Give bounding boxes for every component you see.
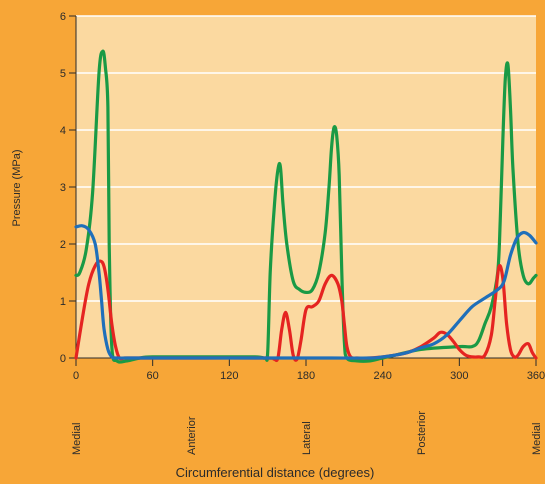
y-tick-label: 4 xyxy=(60,125,66,137)
x-tick-label: 300 xyxy=(450,370,468,382)
anatomy-labels: Medial Anterior Lateral Posterior Medial xyxy=(71,411,543,455)
series-line-green xyxy=(74,49,538,364)
x-tick-label: 180 xyxy=(297,370,315,382)
anatomy-label: Posterior xyxy=(416,411,428,455)
x-tick-label: 360 xyxy=(527,370,545,382)
anatomy-label: Lateral xyxy=(301,421,313,455)
anatomy-label: Medial xyxy=(531,423,543,455)
x-axis: 0 60 120 180 240 300 360 xyxy=(73,357,545,382)
y-tick-label: 1 xyxy=(60,296,66,308)
y-tick-label: 2 xyxy=(60,239,66,251)
series-group xyxy=(74,49,538,364)
anatomy-label: Anterior xyxy=(186,416,198,455)
y-tick-label: 0 xyxy=(60,353,66,365)
y-tick-label: 5 xyxy=(60,68,66,80)
x-tick-label: 120 xyxy=(220,370,238,382)
y-tick-label: 6 xyxy=(60,11,66,23)
x-tick-label: 0 xyxy=(73,370,79,382)
x-tick-label: 240 xyxy=(373,370,391,382)
x-axis-title: Circumferential distance (degrees) xyxy=(176,465,375,480)
x-tick-label: 60 xyxy=(147,370,159,382)
series-line-blue xyxy=(74,224,538,360)
gridlines xyxy=(76,15,536,302)
y-axis-title: Pressure (MPa) xyxy=(11,149,23,226)
y-tick-label: 3 xyxy=(60,182,66,194)
y-axis: 0 1 2 3 4 5 6 xyxy=(60,11,77,365)
anatomy-label: Medial xyxy=(71,423,83,455)
